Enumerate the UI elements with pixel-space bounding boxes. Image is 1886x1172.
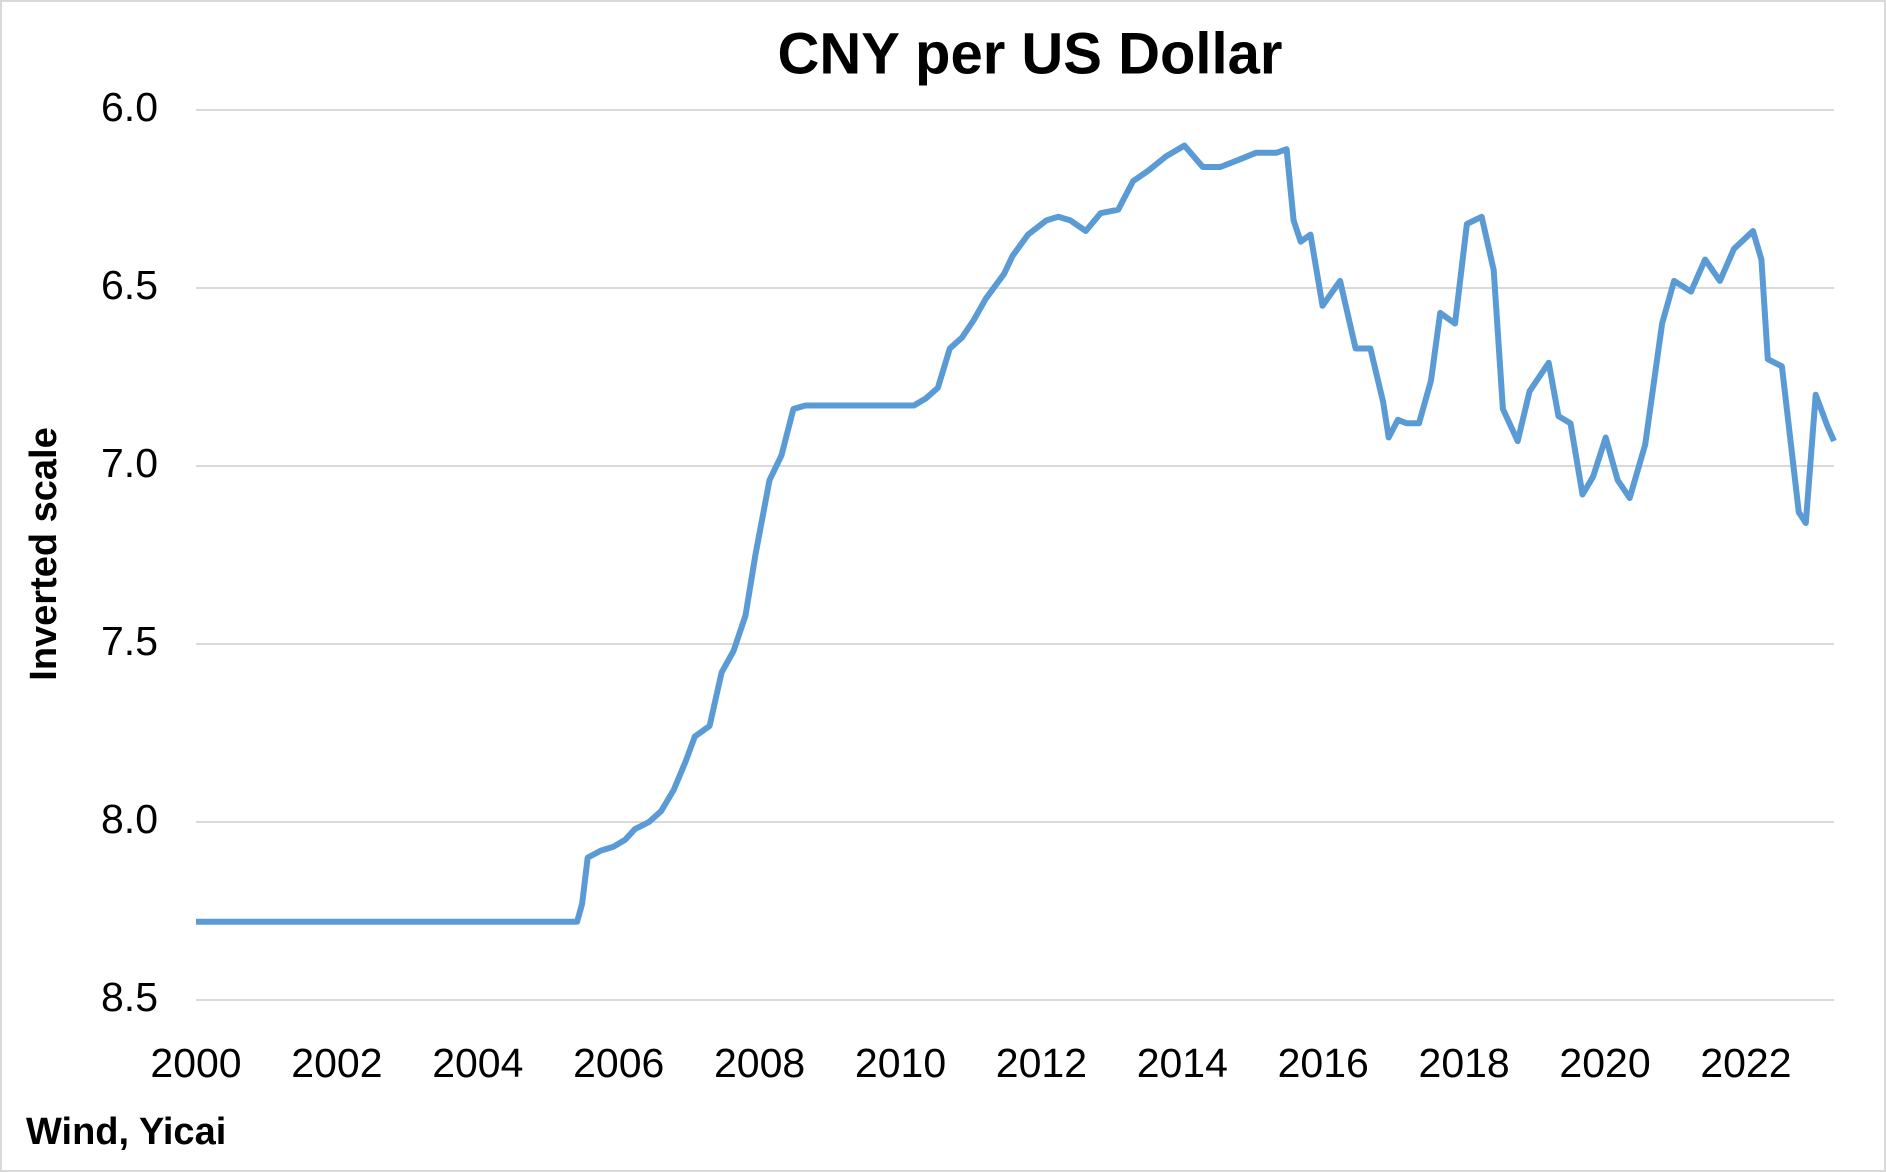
y-tick-label: 6.5 — [101, 262, 158, 308]
y-tick-label: 6.0 — [101, 84, 158, 130]
x-tick-label: 2016 — [1278, 1040, 1369, 1086]
y-tick-label: 7.5 — [101, 618, 158, 664]
y-tick-label: 7.0 — [101, 440, 158, 486]
x-tick-label: 2008 — [714, 1040, 805, 1086]
source-note: Wind, Yicai — [26, 1111, 226, 1153]
x-tick-label: 2018 — [1419, 1040, 1510, 1086]
x-tick-label: 2006 — [573, 1040, 664, 1086]
x-tick-label: 2014 — [1137, 1040, 1228, 1086]
y-tick-label: 8.5 — [101, 974, 158, 1020]
x-tick-label: 2002 — [291, 1040, 382, 1086]
chart-title: CNY per US Dollar — [778, 21, 1283, 86]
x-tick-label: 2004 — [432, 1040, 523, 1086]
x-tick-label: 2010 — [855, 1040, 946, 1086]
y-axis-label: Inverted scale — [23, 427, 65, 680]
x-tick-label: 2000 — [150, 1040, 241, 1086]
x-tick-label: 2012 — [996, 1040, 1087, 1086]
x-tick-label: 2022 — [1700, 1040, 1791, 1086]
data-line — [196, 142, 1837, 925]
x-tick-label: 2020 — [1559, 1040, 1650, 1086]
y-tick-label: 8.0 — [101, 796, 158, 842]
